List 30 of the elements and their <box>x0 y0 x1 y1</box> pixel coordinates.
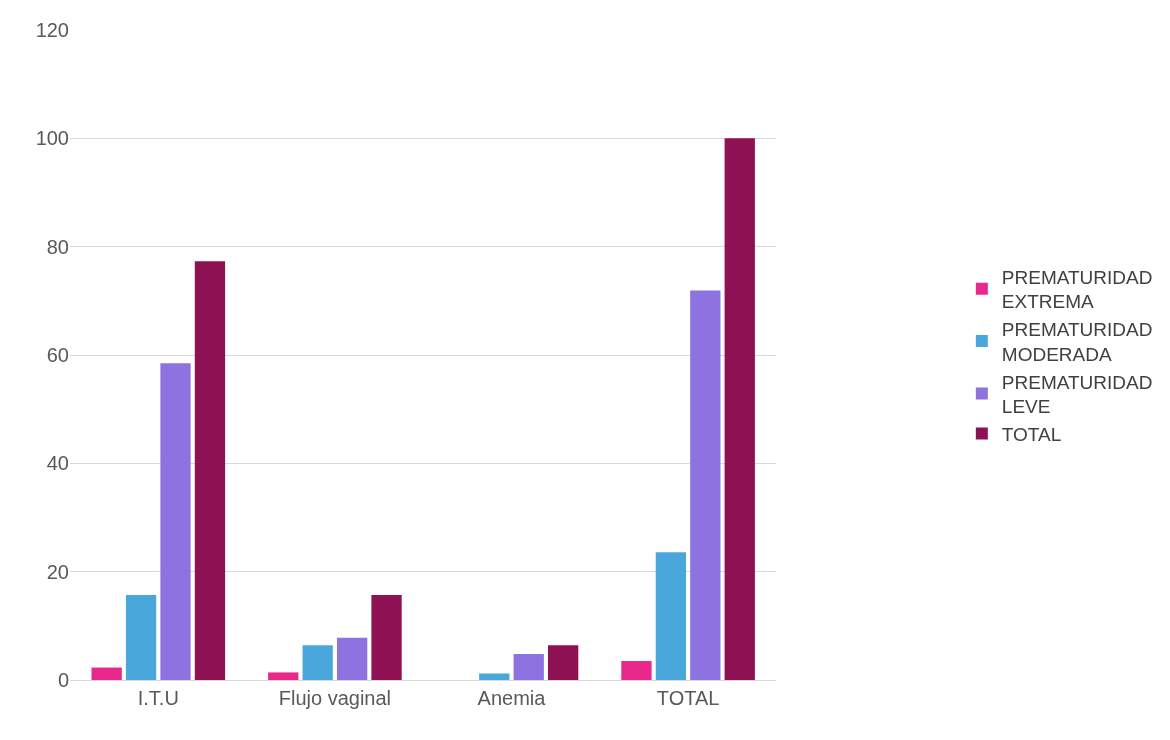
bar <box>91 667 122 680</box>
bar <box>336 637 368 680</box>
y-tick-label: 60 <box>46 344 69 366</box>
y-tick-label: 120 <box>35 19 69 41</box>
y-tick-label: 0 <box>57 669 69 691</box>
y-tick-label: 80 <box>46 235 69 258</box>
bar <box>371 594 402 680</box>
x-tick-label: Flujo vaginal <box>278 687 392 709</box>
bar <box>479 673 510 680</box>
legend-label: PREMATURIDAD MODERADA <box>1001 319 1153 365</box>
legend-label: TOTAL <box>1001 423 1062 445</box>
bar <box>655 552 687 680</box>
bar <box>621 661 652 680</box>
x-tick-label: TOTAL <box>656 687 720 709</box>
x-tick-label: I.T.U <box>137 687 179 709</box>
bar <box>724 138 755 680</box>
bar <box>690 290 721 680</box>
legend-label: PREMATURIDAD LEVE <box>1001 371 1153 418</box>
bar <box>160 363 191 680</box>
legend-label: PREMATURIDAD EXTREMA <box>1001 266 1153 313</box>
bar <box>302 645 333 680</box>
bar <box>513 654 544 680</box>
bar <box>548 645 579 680</box>
y-tick-label: 40 <box>46 452 69 475</box>
bar <box>125 594 157 680</box>
y-tick-label: 20 <box>46 560 69 583</box>
bar <box>194 261 226 680</box>
x-tick-label: Anemia <box>477 687 547 709</box>
y-tick-label: 100 <box>35 127 69 150</box>
bar <box>268 672 299 680</box>
